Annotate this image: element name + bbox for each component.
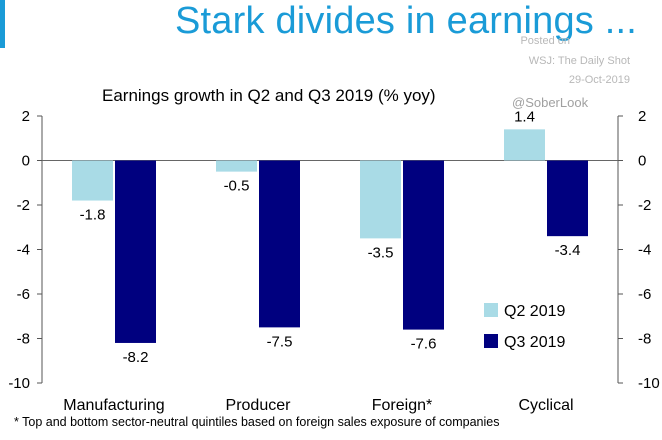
category-label: Foreign* (372, 397, 432, 414)
y-tick-label-left: -4 (17, 242, 30, 259)
data-label: -0.5 (224, 178, 250, 195)
y-tick-label-left: -2 (17, 197, 30, 214)
y-tick-label-left: -10 (8, 375, 30, 392)
legend-swatch-2 (484, 303, 498, 317)
bar-q3-2019-manufacturing (115, 160, 156, 343)
bar-q3-2019-foreign (403, 160, 444, 330)
page-title: Stark divides in earnings ... (175, 0, 638, 42)
y-tick-label-left: -8 (17, 331, 30, 348)
y-tick-label-left: 0 (22, 153, 30, 170)
data-label: -8.2 (123, 349, 149, 366)
y-tick-label-right: -8 (638, 331, 651, 348)
y-tick-label-right: -6 (638, 286, 651, 303)
category-label: Producer (226, 397, 292, 414)
chart-title: Earnings growth in Q2 and Q3 2019 (% yoy… (102, 86, 436, 105)
data-label: -1.8 (80, 207, 106, 224)
y-tick-label-right: -2 (638, 197, 651, 214)
legend-swatch-3 (484, 334, 498, 348)
category-label: Manufacturing (63, 397, 164, 414)
data-label: -3.5 (368, 244, 394, 261)
bar-q3-2019-cyclical (547, 160, 588, 237)
y-tick-label-left: 2 (22, 108, 30, 125)
bar-q2-2019-cyclical (504, 129, 545, 161)
y-tick-label-right: 0 (638, 153, 646, 170)
legend-label: Q3 2019 (504, 334, 565, 351)
source-date: 29-Oct-2019 (568, 74, 630, 86)
accent-bar (0, 0, 5, 48)
data-label: -3.4 (555, 242, 581, 259)
bar-q2-2019-producer (216, 160, 257, 172)
category-label: Cyclical (518, 397, 573, 414)
bar-q2-2019-manufacturing (72, 160, 113, 201)
data-label: -7.6 (411, 336, 437, 353)
bar-q3-2019-producer (259, 160, 300, 328)
data-label: 1.4 (514, 108, 535, 125)
y-tick-label-right: -4 (638, 242, 651, 259)
source-posted-on: Posted on (520, 35, 570, 47)
data-label: -7.5 (267, 333, 293, 350)
source-publication: WSJ: The Daily Shot (528, 55, 630, 67)
bar-q2-2019-foreign (360, 160, 401, 239)
footnote: * Top and bottom sector-neutral quintile… (14, 415, 500, 429)
author-handle: @SoberLook (512, 95, 589, 110)
y-tick-label-left: -6 (17, 286, 30, 303)
y-tick-label-right: -10 (638, 375, 660, 392)
legend-label: Q2 2019 (504, 303, 565, 320)
y-tick-label-right: 2 (638, 108, 646, 125)
